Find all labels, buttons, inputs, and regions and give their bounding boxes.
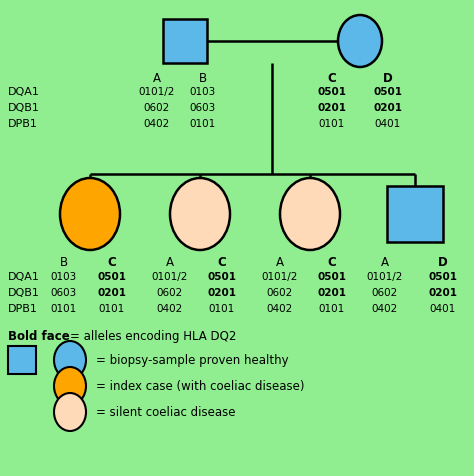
Text: 0101/2: 0101/2 bbox=[139, 87, 175, 97]
Text: 0101: 0101 bbox=[209, 303, 235, 313]
Text: DQB1: DQB1 bbox=[8, 103, 40, 113]
Text: 0201: 0201 bbox=[428, 288, 457, 298]
Bar bbox=[387, 187, 443, 242]
Text: A: A bbox=[166, 256, 174, 269]
Text: 0101/2: 0101/2 bbox=[152, 271, 188, 281]
Text: 0501: 0501 bbox=[374, 87, 402, 97]
Text: 0201: 0201 bbox=[208, 288, 237, 298]
Text: = alleles encoding HLA DQ2: = alleles encoding HLA DQ2 bbox=[70, 330, 237, 343]
Text: 0602: 0602 bbox=[144, 103, 170, 113]
Text: = silent coeliac disease: = silent coeliac disease bbox=[96, 406, 236, 418]
Text: B: B bbox=[60, 256, 68, 269]
Bar bbox=[8, 346, 36, 374]
Ellipse shape bbox=[170, 178, 230, 250]
Text: 0201: 0201 bbox=[374, 103, 402, 113]
Text: 0602: 0602 bbox=[157, 288, 183, 298]
Text: 0501: 0501 bbox=[318, 271, 346, 281]
Text: DQB1: DQB1 bbox=[8, 288, 40, 298]
Text: C: C bbox=[328, 256, 337, 269]
Text: = index case (with coeliac disease): = index case (with coeliac disease) bbox=[96, 380, 304, 393]
Text: 0101: 0101 bbox=[319, 303, 345, 313]
Text: DQA1: DQA1 bbox=[8, 87, 40, 97]
Text: = biopsy-sample proven healthy: = biopsy-sample proven healthy bbox=[96, 354, 289, 367]
Text: 0402: 0402 bbox=[372, 303, 398, 313]
Text: 0101: 0101 bbox=[319, 119, 345, 129]
Text: 0402: 0402 bbox=[144, 119, 170, 129]
Text: D: D bbox=[383, 71, 393, 84]
Text: 0101: 0101 bbox=[51, 303, 77, 313]
Text: B: B bbox=[199, 71, 207, 84]
Text: C: C bbox=[218, 256, 227, 269]
Text: 0101/2: 0101/2 bbox=[367, 271, 403, 281]
Text: A: A bbox=[276, 256, 284, 269]
Text: 0401: 0401 bbox=[430, 303, 456, 313]
Ellipse shape bbox=[54, 367, 86, 405]
Ellipse shape bbox=[338, 16, 382, 68]
Text: 0603: 0603 bbox=[51, 288, 77, 298]
Text: 0501: 0501 bbox=[208, 271, 237, 281]
Text: 0201: 0201 bbox=[318, 103, 346, 113]
Text: 0101: 0101 bbox=[99, 303, 125, 313]
Text: 0201: 0201 bbox=[98, 288, 127, 298]
Text: 0201: 0201 bbox=[318, 288, 346, 298]
Text: C: C bbox=[108, 256, 117, 269]
Text: 0602: 0602 bbox=[372, 288, 398, 298]
Ellipse shape bbox=[60, 178, 120, 250]
Text: 0103: 0103 bbox=[51, 271, 77, 281]
Text: 0401: 0401 bbox=[375, 119, 401, 129]
Text: A: A bbox=[153, 71, 161, 84]
Text: 0402: 0402 bbox=[267, 303, 293, 313]
Text: Bold face: Bold face bbox=[8, 330, 70, 343]
Text: 0103: 0103 bbox=[190, 87, 216, 97]
Ellipse shape bbox=[54, 393, 86, 431]
Text: 0501: 0501 bbox=[428, 271, 457, 281]
Text: C: C bbox=[328, 71, 337, 84]
Ellipse shape bbox=[280, 178, 340, 250]
Bar bbox=[163, 20, 207, 64]
Text: 0602: 0602 bbox=[267, 288, 293, 298]
Text: DPB1: DPB1 bbox=[8, 119, 38, 129]
Text: DQA1: DQA1 bbox=[8, 271, 40, 281]
Text: 0101/2: 0101/2 bbox=[262, 271, 298, 281]
Text: A: A bbox=[381, 256, 389, 269]
Text: 0101: 0101 bbox=[190, 119, 216, 129]
Text: 0402: 0402 bbox=[157, 303, 183, 313]
Text: 0501: 0501 bbox=[98, 271, 127, 281]
Text: 0603: 0603 bbox=[190, 103, 216, 113]
Text: D: D bbox=[438, 256, 448, 269]
Ellipse shape bbox=[54, 341, 86, 379]
Text: DPB1: DPB1 bbox=[8, 303, 38, 313]
Text: 0501: 0501 bbox=[318, 87, 346, 97]
